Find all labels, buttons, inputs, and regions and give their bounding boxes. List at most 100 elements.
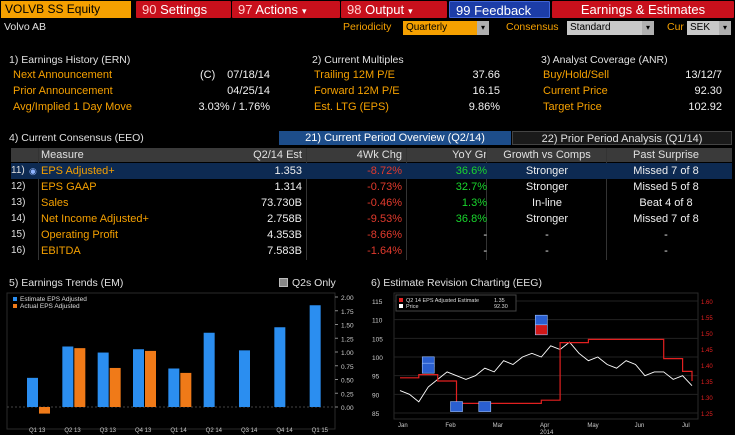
settings-menu[interactable]: 90 Settings [136,1,231,18]
legend-box [395,294,517,312]
col-yoy-growth[interactable]: YoY Gr [452,149,487,161]
consensus-chevron-icon[interactable]: ▾ [642,21,654,35]
ticker-field[interactable]: VOLVB SS Equity [1,1,131,18]
row-estimate: 1.314 [274,181,302,193]
current-price-label: Current Price [543,85,608,97]
prior-announcement-label: Prior Announcement [13,85,113,97]
table-row[interactable]: 12) EPS GAAP 1.314 -0.73% 32.7% Stronger… [11,179,732,195]
target-price-label: Target Price [543,101,602,113]
chevron-down-icon: ▾ [302,6,307,16]
row-growth-comps: In-line [532,197,562,209]
estimate-revision-title[interactable]: 6) Estimate Revision Charting (EEG) [371,277,542,289]
next-announcement-value: 07/18/14 [227,69,270,81]
consensus-select[interactable]: Standard [567,21,642,35]
x-tick-label: Jul [682,423,690,429]
currency-chevron-icon[interactable]: ▾ [719,21,731,35]
price-axis-label: 95 [372,374,380,381]
row-4wk-change: -8.72% [367,165,402,177]
row-estimate: 4.353B [267,229,302,241]
actions-menu[interactable]: 97 Actions ▾ [232,1,340,18]
x-tick-label: Q3 14 [241,428,258,434]
bar-estimate [274,327,286,407]
row-measure: EBITDA [41,245,81,257]
y-tick-label: 0.50 [341,378,354,385]
periodicity-select[interactable]: Quarterly [403,21,477,35]
bar-estimate [168,368,180,407]
eps-axis-label: 1.55 [701,316,713,322]
legend-label-actual: Actual EPS Adjusted [20,303,80,310]
eps-axis-label: 1.30 [701,396,713,402]
row-number: 14) [11,213,26,224]
x-tick-label: Q4 13 [135,428,152,434]
tab-current-period[interactable]: 21) Current Period Overview (Q2/14) [279,131,511,145]
row-number: 16) [11,245,26,256]
periodicity-chevron-icon[interactable]: ▾ [477,21,489,35]
price-axis-label: 115 [372,299,383,306]
buy-hold-sell-value: 13/12/7 [685,69,722,81]
x-tick-label: Q1 13 [29,428,46,434]
row-growth-comps: Stronger [525,181,569,193]
x-tick-label: Mar [493,423,503,429]
legend-label-estimate: Estimate EPS Adjusted [20,296,87,303]
forward-pe-label: Forward 12M P/E [314,85,400,97]
table-row[interactable]: 14) Net Income Adjusted+ 2.758B -9.53% 3… [11,211,732,227]
actions-menu-text: Actions [255,2,299,17]
col-past-surprise[interactable]: Past Surprise [632,149,700,161]
x-tick-label: Q1 14 [170,428,187,434]
plot-area [393,292,699,420]
row-4wk-change: -0.46% [367,197,402,209]
table-row[interactable]: 15) Operating Profit 4.353B -8.66% - - - [11,227,732,243]
row-estimate: 73.730B [261,197,302,209]
earnings-history-title[interactable]: 1) Earnings History (ERN) [9,54,131,66]
radio-selected-icon[interactable]: ◉ [29,166,37,176]
current-price-value: 92.30 [694,85,722,97]
legend-value-price: 92.30 [494,304,508,310]
table-row[interactable]: 11) ◉ EPS Adjusted+ 1.353 -8.72% 36.6% S… [11,163,732,179]
row-past-surprise: Beat 4 of 8 [639,197,693,209]
price-axis-label: 110 [372,318,383,325]
tab-prior-period[interactable]: 22) Prior Period Analysis (Q1/14) [512,131,732,145]
row-measure: Operating Profit [41,229,119,241]
currency-select[interactable]: SEK [687,21,719,35]
legend-value-eps: 1.35 [494,298,505,304]
y-tick-label: 1.50 [341,323,354,330]
table-row[interactable]: 13) Sales 73.730B -0.46% 1.3% In-line Be… [11,195,732,211]
price-line [399,341,693,403]
prior-announcement-value: 04/25/14 [227,85,270,97]
target-price-value: 102.92 [688,101,722,113]
current-consensus-title[interactable]: 4) Current Consensus (EEO) [9,132,144,144]
bar-estimate [203,332,215,407]
revision-marker [534,324,548,336]
x-year-label: 2014 [540,430,554,435]
x-tick-label: May [587,423,598,429]
table-row[interactable]: 16) EBITDA 7.583B -1.64% - - - [11,243,732,259]
est-ltg-label: Est. LTG (EPS) [314,101,389,113]
row-yoy-growth: 36.8% [455,213,487,225]
q2s-only-checkbox[interactable] [279,278,288,287]
row-growth-comps: - [545,245,549,257]
output-menu-text: Output [365,2,405,17]
next-announcement-flag: (C) [200,69,216,81]
legend-swatch-eps [399,298,403,302]
table-header: Measure Q2/14 Est 4Wk Chg YoY Gr Growth … [11,148,732,162]
col-growth-comps[interactable]: Growth vs Comps [503,149,591,161]
output-menu[interactable]: 98 Output ▾ [341,1,447,18]
y-tick-label: 1.25 [341,336,354,343]
trailing-pe-value: 37.66 [472,69,500,81]
eps-axis-label: 1.50 [701,332,713,338]
col-estimate[interactable]: Q2/14 Est [253,149,302,161]
feedback-menu-text: Feedback [474,3,532,18]
analyst-coverage-title[interactable]: 3) Analyst Coverage (ANR) [541,54,668,66]
feedback-menu-number: 99 [456,3,471,18]
bar-actual [109,367,121,407]
earnings-trends-title[interactable]: 5) Earnings Trends (EM) [9,277,124,289]
col-measure[interactable]: Measure [41,149,84,161]
col-4wk-change[interactable]: 4Wk Chg [356,149,402,161]
bar-estimate [62,346,74,407]
x-tick-label: Apr [540,423,549,429]
eps-axis-label: 1.35 [701,380,713,386]
company-name: Volvo AB [4,21,47,33]
row-estimate: 7.583B [267,245,302,257]
feedback-menu[interactable]: 99 Feedback [449,1,550,18]
legend-label-eps: Q2 14 EPS Adjusted Estimate [406,298,479,304]
